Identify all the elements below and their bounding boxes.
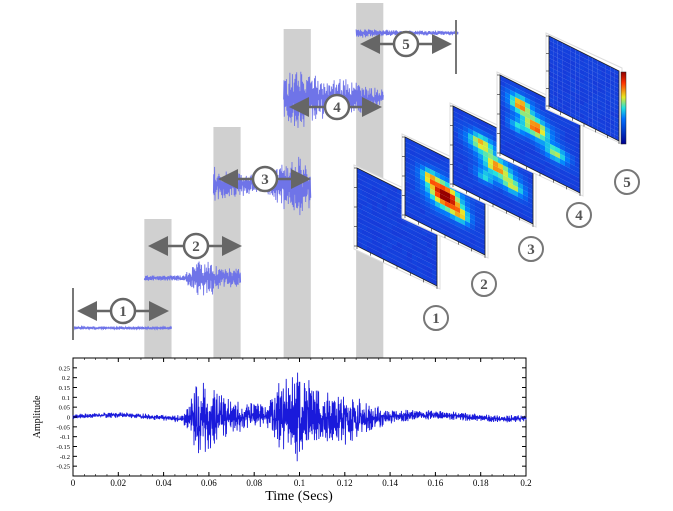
segment-number: 3 bbox=[261, 172, 269, 188]
x-tick-label: 0.16 bbox=[428, 478, 444, 488]
spectrogram-number-circle bbox=[423, 305, 449, 331]
signal-line-path bbox=[72, 372, 527, 462]
segment-waveform bbox=[72, 325, 172, 331]
y-tick-label: 0 bbox=[67, 415, 70, 422]
y-tick-label: 0.15 bbox=[59, 385, 70, 392]
segment-number-circle bbox=[109, 297, 137, 325]
x-axis-ticks: 0 0.02 0.04 0.06 0.08 0.1 0.12 0.14 0.16 0.18 0.2 bbox=[71, 358, 532, 488]
spectrogram-number: 1 bbox=[432, 311, 440, 327]
x-tick-label: 0.2 bbox=[520, 478, 531, 488]
y-tick-label: -0.15 bbox=[56, 444, 70, 451]
spectrogram-panel: 4 bbox=[496, 71, 592, 228]
x-axis-label: Time (Secs) bbox=[265, 489, 333, 504]
y-axis-ticks: 0.25 0.2 0.15 0.1 0.05 0 -0.05 -0.1 -0.15 -0.2 -0.… bbox=[56, 365, 526, 471]
y-tick-label: -0.1 bbox=[60, 434, 70, 441]
y-tick-label: 0.1 bbox=[62, 395, 70, 402]
spectrogram-number-circle bbox=[518, 236, 544, 262]
segment-markers: 1 2 3 4 5 bbox=[77, 30, 452, 325]
y-tick-label: 0.05 bbox=[59, 405, 70, 412]
spectrogram-number: 2 bbox=[480, 277, 488, 293]
x-tick-label: 0.02 bbox=[110, 478, 126, 488]
x-tick-label: 0.1 bbox=[294, 478, 305, 488]
y-tick-label: -0.05 bbox=[56, 424, 70, 431]
segment-number-circle bbox=[182, 232, 210, 260]
segment-number: 4 bbox=[333, 100, 341, 116]
signal-line bbox=[72, 372, 527, 462]
segment-waveform bbox=[143, 261, 242, 296]
spectrogram-panels: 1 2 3 4 5 bbox=[353, 32, 640, 331]
segment-number-circle bbox=[323, 93, 351, 121]
x-tick-label: 0.18 bbox=[473, 478, 489, 488]
spectrogram-panel: 5 bbox=[545, 32, 640, 195]
spectrogram-number: 3 bbox=[527, 242, 535, 258]
y-tick-label: 0.2 bbox=[62, 375, 70, 382]
spectrogram-number: 5 bbox=[623, 175, 631, 191]
x-tick-label: 0.12 bbox=[337, 478, 353, 488]
main-plot: 0 0.02 0.04 0.06 0.08 0.1 0.12 0.14 0.16 0.18 0.2 … bbox=[32, 357, 532, 504]
segment-number: 2 bbox=[192, 239, 200, 255]
spectrogram-number: 4 bbox=[575, 208, 583, 224]
x-tick-label: 0.06 bbox=[201, 478, 217, 488]
segment-number-circle bbox=[251, 165, 279, 193]
y-tick-label: -0.25 bbox=[56, 464, 70, 471]
segment-number-circle bbox=[392, 30, 420, 58]
spectrogram-number-circle bbox=[614, 169, 640, 195]
segment-number: 5 bbox=[402, 37, 410, 53]
x-tick-label: 0 bbox=[71, 478, 76, 488]
spectrogram-number-circle bbox=[566, 202, 592, 228]
x-tick-label: 0.08 bbox=[246, 478, 262, 488]
x-tick-label: 0.14 bbox=[382, 478, 398, 488]
spectrogram-number-circle bbox=[471, 271, 497, 297]
y-tick-label: 0.25 bbox=[59, 365, 70, 372]
colorbar bbox=[620, 71, 627, 145]
y-axis-label: Amplitude bbox=[32, 395, 43, 438]
y-tick-label: -0.2 bbox=[60, 454, 70, 461]
segment-number: 1 bbox=[119, 304, 127, 320]
x-tick-label: 0.04 bbox=[156, 478, 172, 488]
